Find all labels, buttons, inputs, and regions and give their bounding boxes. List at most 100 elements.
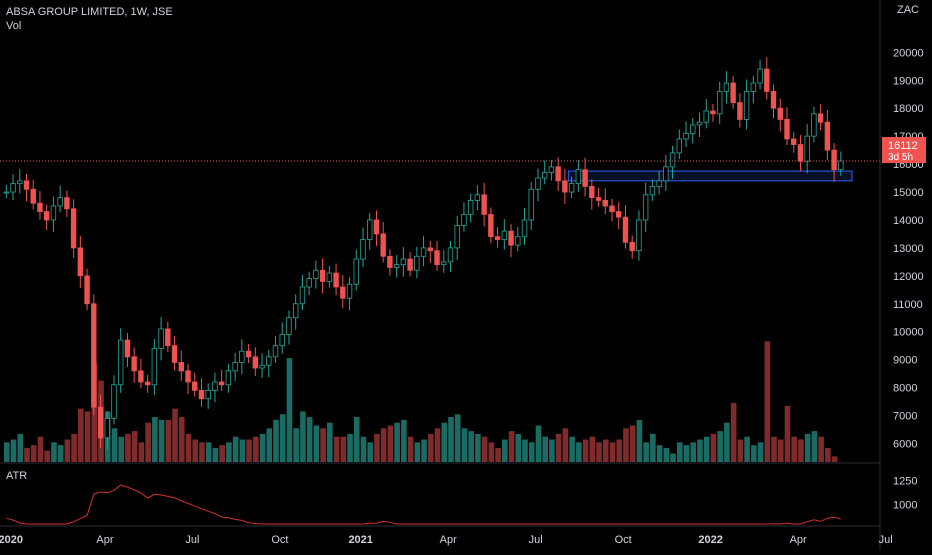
symbol-title[interactable]: ABSA GROUP LIMITED, 1W, JSE [6,6,173,18]
candle-body [649,186,656,196]
volume-bar [367,442,374,462]
candle-body [259,364,265,369]
price-tick-label: 13000 [893,243,924,255]
time-tick-label: Jul [529,534,543,546]
candle-body [252,356,259,369]
support-zone-rect [567,170,853,182]
candle-body [373,219,380,235]
volume-bar [502,439,508,462]
candle-body [165,328,171,347]
candle-body [124,339,131,358]
candle-body [434,250,440,266]
candle-body [306,278,312,288]
volume-bar [178,417,185,462]
price-tick-label: 18000 [893,103,924,115]
candle-body [393,264,400,268]
volume-bar [414,442,421,462]
volume-bar [253,436,259,462]
volume-indicator-label[interactable]: Vol [6,20,22,32]
volume-bar [293,428,299,462]
candle-body [118,339,124,386]
volume-bar [475,433,481,462]
time-axis[interactable]: 2020 Apr Jul Oct 2021 Apr Jul Oct 2022 Apr Jul [0,534,893,546]
atr-pane [6,484,841,525]
volume-bar [576,442,582,462]
candle-body [838,160,844,171]
candle-body [299,286,306,305]
candle-body [770,91,777,109]
candle-body [326,272,333,282]
candle-body [757,68,763,84]
time-tick-label: Apr [440,534,457,546]
volume-bar [71,433,77,462]
volume-bar [448,417,454,462]
candle-body [367,219,373,240]
candle-body [10,183,16,193]
candle-body [380,233,386,257]
volume-bar [239,439,246,462]
candle-body [811,113,817,137]
volume-bar [138,442,145,462]
volume-bar [205,442,212,462]
volume-bar [670,453,676,462]
candle-body [831,149,837,171]
volume-bar [165,419,172,462]
volume-bar [17,433,24,462]
price-axis[interactable]: 6000 7000 8000 9000 10000 11000 12000 13000 1400… [893,47,924,450]
candle-body [528,188,534,221]
volume-bar [327,422,333,462]
volume-bar [145,422,151,462]
volume-bar [623,428,629,462]
volume-bar [555,433,562,462]
candle-body [407,258,413,271]
volume-bar [535,425,542,462]
candle-body [353,258,359,285]
candle-body [488,213,494,238]
candle-body [84,275,90,305]
volume-bar [427,433,434,462]
candles-layer [3,57,844,450]
price-tick-label: 8000 [893,383,917,395]
candle-body [286,317,292,335]
volume-bar [246,439,252,462]
volume-bar [791,436,798,462]
candle-body [3,191,9,194]
candle-body [568,183,575,193]
time-tick-label: Jul [185,534,199,546]
candle-body [292,303,299,319]
candle-body [91,303,97,408]
volume-bar [777,439,784,462]
candle-body [683,132,689,140]
volume-bar [4,442,10,462]
price-tick-label: 9000 [893,355,917,367]
atr-indicator-label[interactable]: ATR [6,470,28,482]
candle-body [340,286,346,299]
volume-bar [488,442,495,462]
candle-body [791,138,797,145]
candle-body [669,152,676,168]
candle-body [589,186,595,199]
volume-bar [542,436,548,462]
candle-body [313,269,319,280]
atr-axis[interactable]: 1000 1250 [893,476,917,512]
price-tick-label: 15000 [893,187,924,199]
time-tick-label: Jul [879,534,893,546]
volume-bar [30,445,37,462]
time-tick-label: Apr [96,534,113,546]
candle-body [824,121,831,151]
volume-bar [717,431,723,462]
candle-body [582,169,588,187]
volume-bar [757,442,764,462]
candle-body [461,213,467,226]
currency-label: ZAC [897,4,919,16]
time-tick-label: Oct [271,534,288,546]
volume-bar [461,428,468,462]
volume-bar [374,433,380,462]
candle-body [97,406,104,439]
volume-bar [522,439,528,462]
volume-bar [37,436,44,462]
candle-body [508,230,514,246]
volume-bar [158,419,165,462]
